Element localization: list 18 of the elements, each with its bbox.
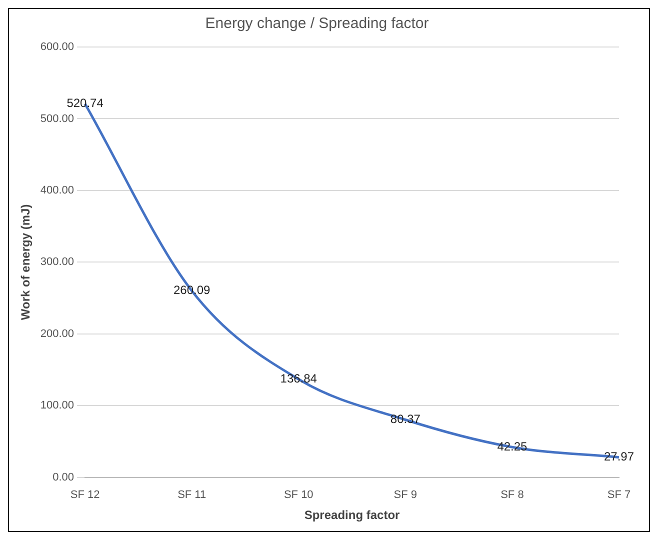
y-tick-label: 300.00 [40,256,74,268]
x-tick-label: SF 12 [70,489,100,502]
y-tick-label: 500.00 [40,112,74,125]
x-axis-title: Spreading factor [304,508,400,522]
x-tick-label: SF 9 [394,489,418,502]
y-axis-title: Work of energy (mJ) [18,204,33,320]
x-tick-label: SF 8 [500,489,524,502]
x-tick-label: SF 11 [178,489,206,502]
x-tick-label: SF 10 [284,489,314,502]
x-tick-label: SF 7 [607,489,631,502]
data-label: 27.97 [604,450,634,464]
y-tick-label: 400.00 [40,184,74,196]
y-tick-label: 600.00 [40,41,74,54]
data-label: 520.74 [66,96,104,110]
chart-title: Energy change / Spreading factor [205,15,429,32]
y-tick-label: 0.00 [52,471,74,484]
y-tick-label: 200.00 [40,328,74,340]
y-tick-label: 100.00 [40,400,74,412]
